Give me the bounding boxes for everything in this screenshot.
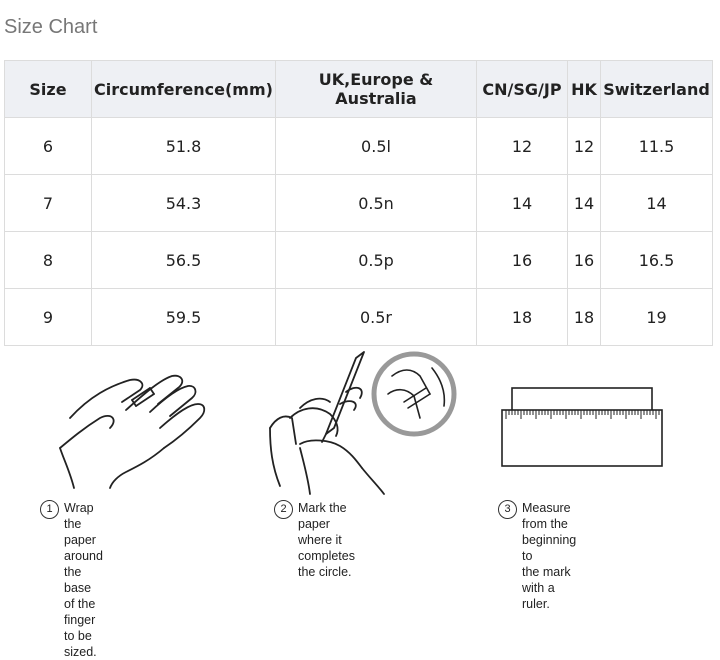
cell-size: 6 (4, 117, 92, 175)
measuring-instructions: 1 Wrap the paper around the base of the … (0, 348, 720, 659)
step-2-line-1: Mark the paper where it (298, 501, 347, 547)
cell-cn: 12 (476, 117, 568, 175)
cell-uk: 0.5r (275, 288, 477, 346)
table-row: 7 54.3 0.5n 14 14 14 (4, 174, 713, 232)
table-row: 9 59.5 0.5r 18 18 19 (4, 288, 713, 346)
cell-uk: 0.5n (275, 174, 477, 232)
cell-size: 8 (4, 231, 92, 289)
hand-mark-illustration (269, 351, 385, 495)
cell-size: 7 (4, 174, 92, 232)
cell-switzerland: 16.5 (600, 231, 713, 289)
step-number-3: 3 (498, 500, 517, 519)
table-header-row: Size Circumference(mm) UK,Europe & Austr… (4, 60, 713, 118)
cell-hk: 12 (567, 117, 601, 175)
step-1-line-2: base of the finger to be sized. (64, 581, 97, 659)
cell-uk: 0.5p (275, 231, 477, 289)
cell-uk: 0.5l (275, 117, 477, 175)
cell-cn: 16 (476, 231, 568, 289)
table-row: 6 51.8 0.5l 12 12 11.5 (4, 117, 713, 175)
header-switzerland: Switzerland (600, 60, 713, 118)
cell-size: 9 (4, 288, 92, 346)
cell-circumference: 59.5 (91, 288, 276, 346)
header-size: Size (4, 60, 92, 118)
cell-cn: 14 (476, 174, 568, 232)
step-number-2: 2 (274, 500, 293, 519)
hand-wrap-illustration (59, 374, 206, 489)
cell-circumference: 51.8 (91, 117, 276, 175)
step-1-line-1: Wrap the paper around the (64, 501, 103, 579)
header-cn-sg-jp: CN/SG/JP (476, 60, 568, 118)
ruler-illustration (501, 387, 663, 467)
size-table: Size Circumference(mm) UK,Europe & Austr… (4, 60, 713, 346)
header-uk-europe-australia: UK,Europe & Australia (275, 60, 477, 118)
cell-cn: 18 (476, 288, 568, 346)
step-3-line-2: the mark with a ruler. (522, 565, 571, 611)
cell-hk: 16 (567, 231, 601, 289)
cell-hk: 14 (567, 174, 601, 232)
cell-circumference: 54.3 (91, 174, 276, 232)
step-3-line-1: Measure from the beginning to (522, 501, 577, 563)
step-number-1: 1 (40, 500, 59, 519)
cell-circumference: 56.5 (91, 231, 276, 289)
magnified-finger-illustration (387, 367, 446, 419)
instruction-illustrations (59, 351, 663, 495)
table-row: 8 56.5 0.5p 16 16 16.5 (4, 231, 713, 289)
cell-hk: 18 (567, 288, 601, 346)
cell-switzerland: 11.5 (600, 117, 713, 175)
cell-switzerland: 19 (600, 288, 713, 346)
header-circumference: Circumference(mm) (91, 60, 276, 118)
magnify-circle-icon (371, 351, 457, 437)
header-hk: HK (567, 60, 601, 118)
cell-switzerland: 14 (600, 174, 713, 232)
page-title: Size Chart (4, 16, 98, 38)
